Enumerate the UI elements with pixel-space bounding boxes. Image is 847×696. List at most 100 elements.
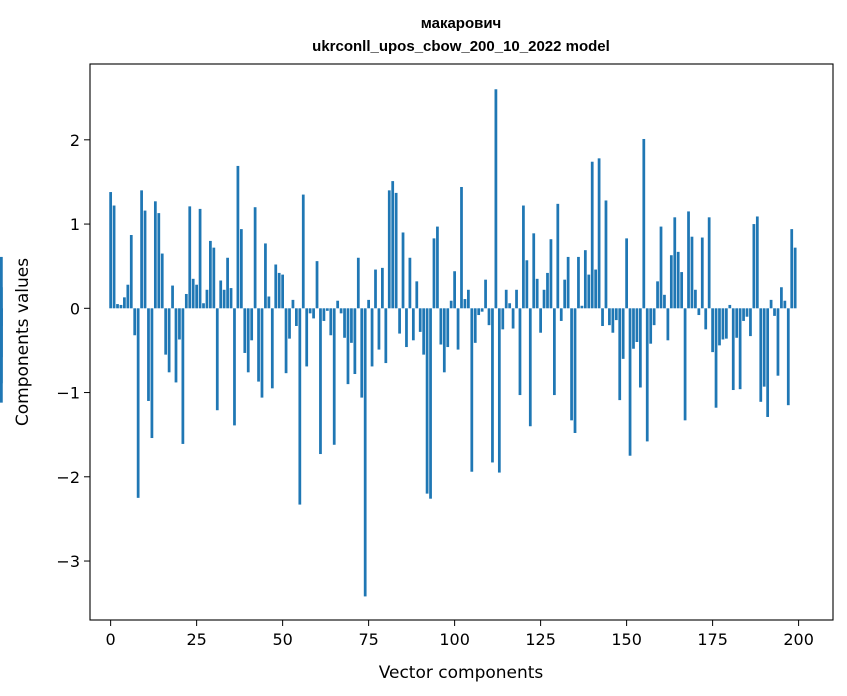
bar-144 xyxy=(604,200,608,309)
bar-161 xyxy=(663,294,666,309)
bar-102 xyxy=(460,186,463,309)
y-tick-label--2: −2 xyxy=(56,468,80,487)
bar-156 xyxy=(645,308,649,442)
bar-158 xyxy=(652,308,656,326)
x-axis-ticks: 0 25 50 75 100 125 150 175 200 xyxy=(106,620,814,649)
bar-66 xyxy=(336,300,340,309)
bar-140 xyxy=(590,161,594,309)
bar-undefined xyxy=(0,287,3,309)
bar-166 xyxy=(680,272,684,309)
bar-122 xyxy=(528,308,532,427)
bar-6 xyxy=(129,235,133,309)
bar-8 xyxy=(136,308,140,498)
bar-24 xyxy=(191,278,195,309)
bar-155 xyxy=(642,138,646,309)
bar-92 xyxy=(425,308,429,494)
bar-58 xyxy=(308,308,312,314)
bar-190 xyxy=(762,308,766,387)
bar-146 xyxy=(611,308,615,333)
bar-101 xyxy=(456,308,460,350)
bar-57 xyxy=(305,308,309,367)
bar-35 xyxy=(229,288,233,309)
chart-title: макарович ukrconll_upos_cbow_200_10_2022… xyxy=(312,15,610,55)
bar-28 xyxy=(205,289,209,309)
x-tick-label-100: 100 xyxy=(439,630,470,649)
bar-182 xyxy=(735,308,739,338)
bar-89 xyxy=(415,281,419,309)
bar-39 xyxy=(243,308,247,353)
bar-199 xyxy=(793,247,797,309)
bar-23 xyxy=(188,206,192,309)
bar-107 xyxy=(477,308,481,316)
bar-56 xyxy=(301,194,305,309)
bar-90 xyxy=(418,308,422,332)
y-tick-label--1: −1 xyxy=(56,384,80,403)
bar-114 xyxy=(501,308,505,330)
bar-44 xyxy=(260,308,264,398)
bar-108 xyxy=(480,308,484,312)
bar-191 xyxy=(766,308,770,417)
bar-52 xyxy=(288,308,291,339)
bar-131 xyxy=(559,308,563,321)
x-tick-label-50: 50 xyxy=(272,630,292,649)
bar-124 xyxy=(535,278,539,309)
bar-186 xyxy=(749,308,752,337)
bar-141 xyxy=(594,269,598,309)
bar-47 xyxy=(270,308,274,389)
bar-111 xyxy=(491,308,494,463)
bar-96 xyxy=(439,308,443,345)
bar-183 xyxy=(738,308,742,390)
bar-33 xyxy=(222,289,226,309)
bar-196 xyxy=(783,300,787,309)
bar-179 xyxy=(724,308,728,339)
bar-120 xyxy=(522,205,525,309)
bar-150 xyxy=(625,238,628,309)
bar-16 xyxy=(164,308,168,355)
bar-142 xyxy=(597,158,601,309)
bar-104 xyxy=(467,289,470,309)
bar-30 xyxy=(212,247,216,309)
bar-160 xyxy=(659,226,663,309)
bar-126 xyxy=(542,289,546,309)
bar-67 xyxy=(339,308,343,314)
bar-3 xyxy=(119,304,123,309)
bar-34 xyxy=(226,257,229,309)
bar-123 xyxy=(532,233,536,309)
bar-14 xyxy=(157,213,161,309)
bar-84 xyxy=(398,308,401,334)
bar-undefined xyxy=(0,256,3,309)
y-tick-label--3: −3 xyxy=(56,552,80,571)
bar-80 xyxy=(384,308,388,364)
bar-0 xyxy=(109,192,113,309)
bar-5 xyxy=(126,284,130,309)
bar-192 xyxy=(769,299,773,309)
bar-19 xyxy=(174,308,178,383)
bar-139 xyxy=(587,274,591,309)
bar-51 xyxy=(284,308,288,374)
bar-105 xyxy=(470,308,474,472)
bar-9 xyxy=(140,190,143,309)
bar-172 xyxy=(700,237,704,309)
bar-159 xyxy=(656,281,659,309)
bar-164 xyxy=(673,217,677,309)
bar-70 xyxy=(350,308,353,343)
x-tick-label-200: 200 xyxy=(783,630,814,649)
bar-4 xyxy=(123,297,126,309)
bar-173 xyxy=(704,308,708,330)
bar-157 xyxy=(649,308,653,344)
bar-143 xyxy=(601,308,604,326)
bar-series xyxy=(0,89,797,597)
bar-189 xyxy=(759,308,763,402)
bar-65 xyxy=(332,308,336,445)
bar-50 xyxy=(281,274,284,309)
bar-76 xyxy=(370,308,374,367)
bar-53 xyxy=(291,299,295,309)
bar-27 xyxy=(202,303,205,309)
bar-115 xyxy=(504,289,508,309)
bar-130 xyxy=(556,203,560,309)
bar-119 xyxy=(518,308,522,396)
y-axis-label: Components values xyxy=(13,258,33,426)
bar-68 xyxy=(343,308,346,338)
bar-54 xyxy=(295,308,298,326)
x-tick-label-0: 0 xyxy=(106,630,116,649)
